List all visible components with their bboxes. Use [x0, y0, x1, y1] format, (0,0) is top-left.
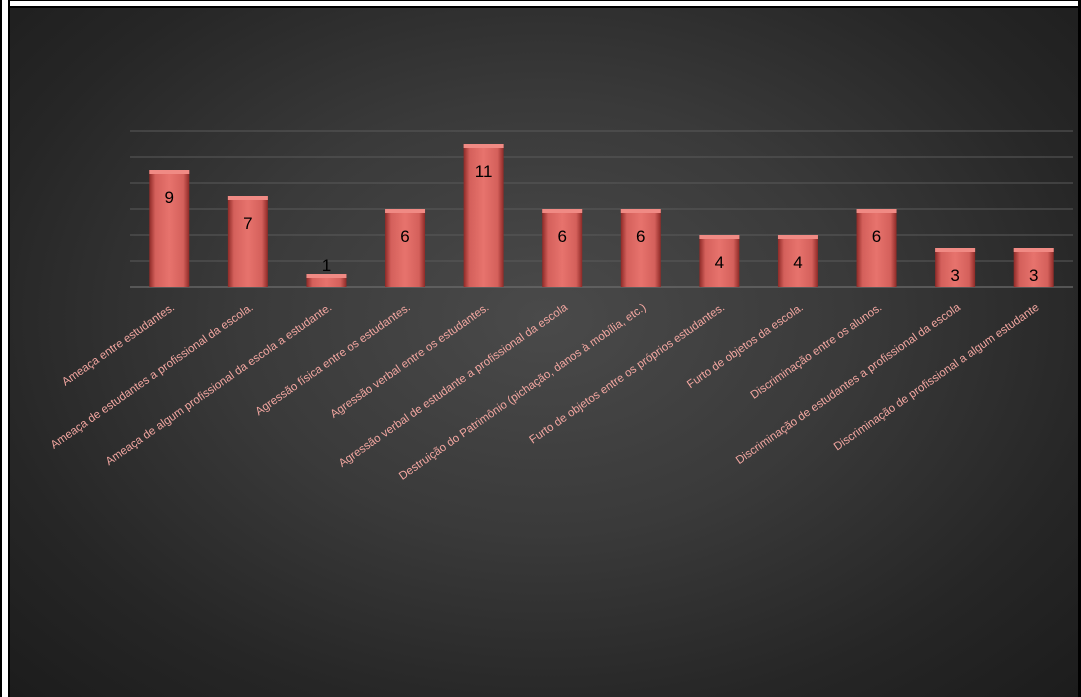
bar [463, 144, 504, 287]
gridlines [130, 130, 1073, 288]
category-labels: Ameaça entre estudantes.Ameaça de estuda… [49, 301, 1042, 482]
bar [1013, 248, 1054, 287]
bar-bevel [935, 248, 976, 252]
value-label: 6 [872, 227, 881, 246]
bar-bevel [149, 170, 190, 174]
bar-bevel [385, 209, 426, 213]
bar [777, 235, 818, 287]
left-border [0, 0, 10, 697]
bar [620, 209, 661, 287]
category-label: Discriminação entre os alunos. [749, 302, 885, 402]
bar [856, 209, 897, 287]
value-label: 6 [557, 227, 566, 246]
bar [227, 196, 268, 287]
category-label: Agressão verbal entre os estudantes. [328, 302, 491, 421]
value-label: 3 [950, 266, 959, 285]
value-label: 7 [243, 214, 252, 233]
bar-bevel [699, 235, 740, 239]
chart-area: 9 7 1 6 11 6 6 4 4 6 3 3 Ameaça entre estudantes. Am… [10, 8, 1078, 697]
bar [699, 235, 740, 287]
value-label: 3 [1029, 266, 1038, 285]
bar [149, 170, 190, 287]
bar-bevel [777, 235, 818, 239]
bar-bevel [1013, 248, 1054, 252]
value-label: 4 [715, 253, 724, 272]
bar [385, 209, 426, 287]
right-border [1078, 0, 1081, 697]
bar-bevel [463, 144, 504, 148]
bar [935, 248, 976, 287]
bar-bevel [306, 274, 347, 278]
value-label: 6 [400, 227, 409, 246]
value-label: 6 [636, 227, 645, 246]
bar-bevel [856, 209, 897, 213]
value-label: 11 [475, 162, 493, 181]
category-label: Agressão física entre os estudantes. [253, 302, 412, 419]
bar [542, 209, 583, 287]
bar-bevel [542, 209, 583, 213]
bar-bevel [227, 196, 268, 200]
bar-bevel [620, 209, 661, 213]
top-border [0, 0, 1081, 8]
value-label: 4 [793, 253, 802, 272]
value-label: 9 [165, 188, 174, 207]
value-label: 1 [322, 256, 331, 275]
bars [149, 144, 1054, 287]
